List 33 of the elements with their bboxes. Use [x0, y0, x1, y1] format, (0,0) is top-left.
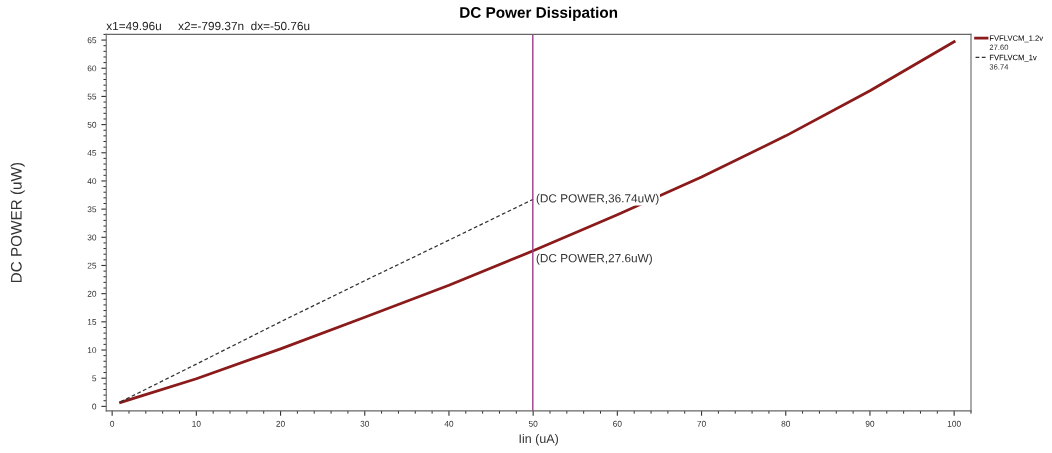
x-tick-label: 100 [947, 420, 961, 427]
x-axis-title: Iin (uA) [519, 433, 558, 446]
y-tick-label: 60 [87, 65, 97, 72]
y-axis-title: DC POWER (uW) [10, 162, 25, 283]
y-tick-label: 65 [87, 37, 97, 44]
line-series [119, 198, 534, 403]
y-tick-label: 30 [87, 234, 97, 241]
x-tick-label: 20 [276, 420, 285, 427]
x-tick-label: 70 [697, 420, 706, 427]
x-tick-label: 60 [613, 420, 622, 427]
annotation: (DC POWER,36.74uW) [536, 193, 659, 205]
line-series [119, 40, 956, 404]
y-tick-label: 35 [87, 206, 97, 213]
y-tick-label: 45 [87, 150, 97, 156]
x-tick-label: 10 [192, 420, 201, 427]
x-tick-label: 90 [865, 420, 875, 427]
x-tick-label: 30 [360, 420, 370, 427]
y-tick-label: 20 [87, 290, 97, 297]
text: x1=49.96u x2=-799.37n dx=-50.76u [106, 21, 310, 31]
x-tick-label: 0 [110, 420, 115, 427]
y-tick-label: 15 [87, 319, 97, 325]
y-tick-label: 25 [87, 262, 97, 269]
y-tick-label: 55 [87, 93, 97, 100]
x-tick-label: 50 [528, 420, 538, 427]
x-tick-label: 40 [444, 420, 454, 427]
y-tick-label: 10 [87, 347, 97, 354]
y-tick-label: 50 [87, 121, 97, 128]
x-tick-label: 80 [781, 420, 791, 427]
annotation: (DC POWER,27.6uW) [536, 253, 652, 265]
y-tick-label: 40 [87, 178, 97, 185]
chart-title: DC Power Dissipation [460, 6, 618, 21]
y-tick-label: 5 [92, 375, 97, 382]
y-tick-label: 0 [92, 403, 97, 410]
